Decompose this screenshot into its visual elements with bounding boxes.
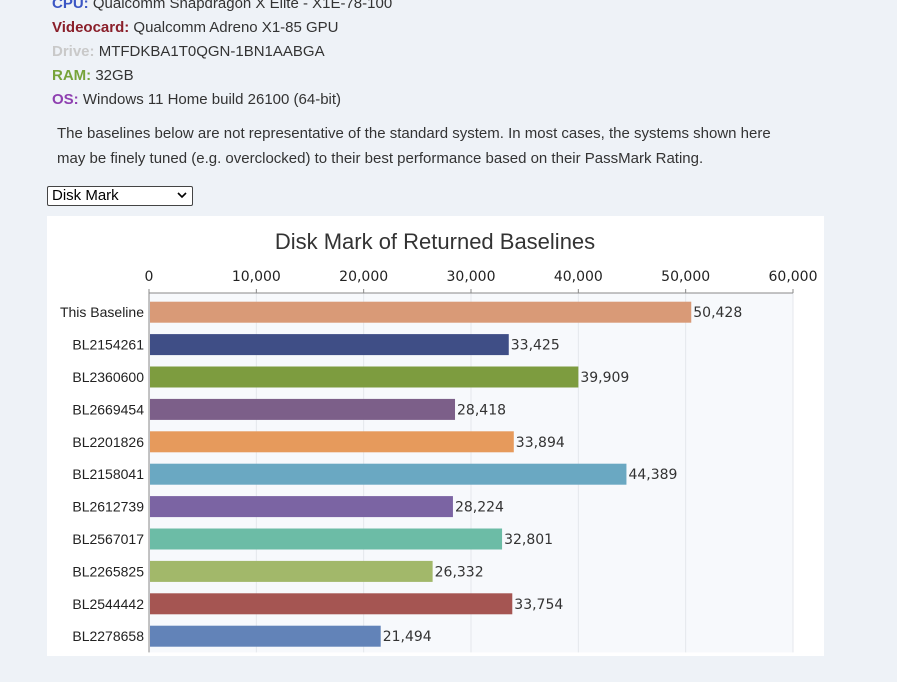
bar [150, 560, 433, 582]
spec-key: CPU: [52, 0, 89, 12]
tick-label: 10,000 [232, 269, 281, 285]
tick-label: 50,000 [661, 269, 710, 285]
tick-label: 60,000 [769, 269, 818, 285]
spec-row: Videocard: Qualcomm Adreno X1-85 GPU [52, 16, 392, 40]
tick-label: 40,000 [554, 269, 603, 285]
value-label: 32,801 [504, 532, 553, 548]
category-label: BL2158041 [72, 466, 144, 482]
value-label: 28,224 [455, 500, 504, 516]
spec-value: Qualcomm Snapdragon X Elite - X1E-78-100 [88, 0, 393, 12]
value-label: 26,332 [435, 564, 484, 580]
value-label: 50,428 [693, 305, 742, 321]
bar [150, 528, 503, 550]
tick-label: 0 [145, 269, 154, 285]
spec-value: 32GB [91, 67, 134, 84]
category-label: BL2567017 [72, 531, 144, 547]
value-label: 39,909 [580, 370, 629, 386]
metric-select[interactable]: Disk Mark [47, 186, 193, 206]
spec-row: CPU: Qualcomm Snapdragon X Elite - X1E-7… [52, 0, 392, 16]
system-specs: CPU: Qualcomm Snapdragon X Elite - X1E-7… [52, 0, 392, 112]
chart-card: Disk Mark of Returned Baselines 0 10,000 20… [47, 216, 824, 656]
baseline-note: The baselines below are not representati… [57, 125, 771, 167]
value-label: 44,389 [628, 467, 677, 483]
category-label: BL2154261 [72, 337, 144, 353]
category-label: BL2278658 [72, 628, 144, 644]
tick-label: 20,000 [339, 269, 388, 285]
bar [150, 593, 513, 615]
spec-row: Drive: MTFDKBA1T0QGN-1BN1AABGA [52, 40, 392, 64]
spec-key: RAM: [52, 67, 92, 84]
bar [150, 334, 509, 356]
value-label: 33,754 [514, 597, 563, 613]
bar [150, 301, 692, 323]
bar [150, 463, 627, 485]
spec-key: Videocard: [52, 19, 130, 36]
metric-select-value: Disk Mark [52, 187, 119, 204]
category-label: BL2360600 [72, 369, 144, 385]
spec-row: RAM: 32GB [52, 64, 392, 88]
spec-value: Windows 11 Home build 26100 (64-bit) [78, 91, 342, 108]
bar [150, 496, 453, 518]
chevron-down-icon [177, 192, 187, 199]
bar [150, 366, 579, 388]
bar [150, 625, 381, 647]
value-label: 33,425 [511, 338, 560, 354]
bar [150, 398, 456, 420]
spec-key: OS: [52, 91, 79, 108]
value-label: 21,494 [383, 629, 432, 645]
spec-value: MTFDKBA1T0QGN-1BN1AABGA [94, 43, 325, 60]
category-label: BL2201826 [72, 434, 144, 450]
value-label: 28,418 [457, 402, 506, 418]
spec-value: Qualcomm Adreno X1-85 GPU [129, 19, 339, 36]
spec-key: Drive: [52, 43, 95, 60]
chart-title: Disk Mark of Returned Baselines [275, 229, 595, 254]
bar [150, 431, 514, 453]
spec-row: OS: Windows 11 Home build 26100 (64-bit) [52, 88, 392, 112]
tick-label: 30,000 [447, 269, 496, 285]
value-label: 33,894 [516, 435, 565, 451]
category-label: BL2612739 [72, 499, 144, 515]
category-label: BL2544442 [72, 596, 144, 612]
category-label: BL2265825 [72, 563, 144, 579]
category-label: BL2669454 [72, 401, 144, 417]
disk-mark-chart: Disk Mark of Returned Baselines 0 10,000 20… [60, 229, 818, 653]
category-label: This Baseline [60, 304, 144, 320]
